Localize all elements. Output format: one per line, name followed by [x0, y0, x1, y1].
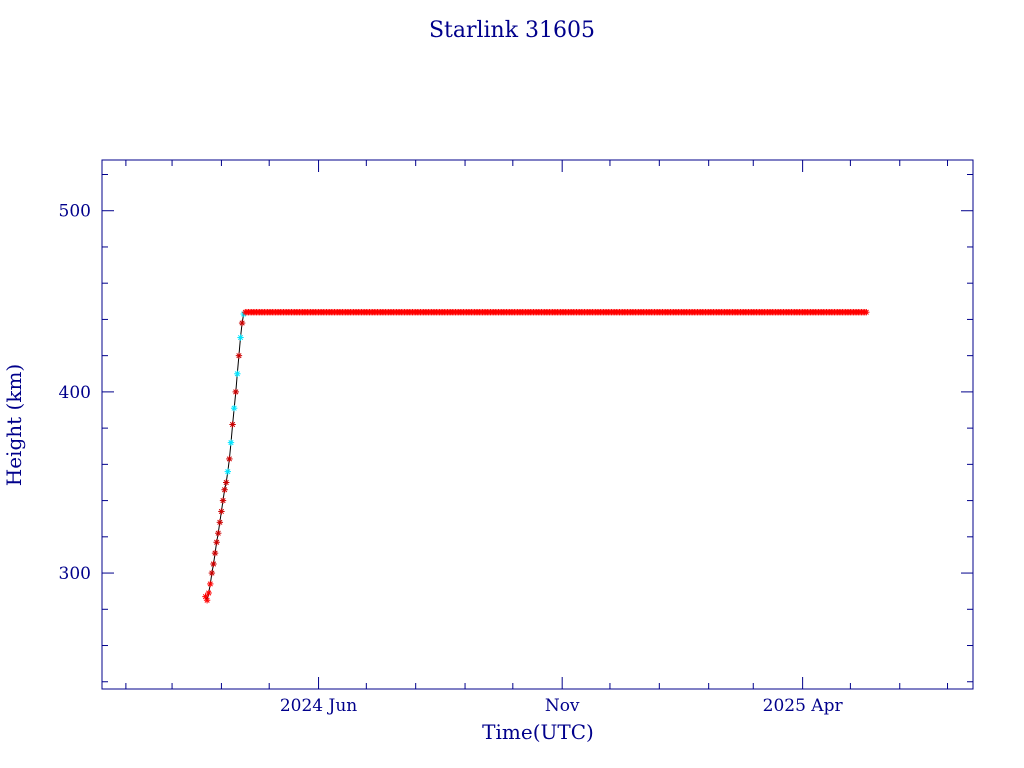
axis-ticks: [102, 160, 973, 689]
x-tick-label: 2024 Jun: [280, 696, 357, 716]
data-point: [226, 455, 233, 463]
x-axis-label: Time(UTC): [482, 720, 594, 744]
data-point: [218, 508, 225, 515]
data-point: [221, 486, 228, 493]
data-point-stroke: [210, 561, 217, 567]
data-point: [227, 439, 235, 446]
data-point-stroke: [237, 334, 244, 341]
data-point: [235, 352, 243, 359]
data-point-stroke: [214, 539, 220, 545]
data-point: [229, 421, 236, 428]
data-point: [208, 569, 216, 577]
y-tick-label: 500: [59, 202, 91, 222]
chart-title: Starlink 31605: [429, 18, 595, 43]
data-point-stroke: [233, 389, 239, 395]
data-point-stroke: [218, 508, 225, 515]
data-point-stroke: [222, 487, 228, 493]
data-point: [203, 597, 211, 604]
plot-frame: [101, 159, 974, 690]
data-point: [207, 580, 214, 588]
data-point: [213, 539, 220, 546]
data-point-stroke: [231, 405, 237, 411]
data-point-stroke: [225, 469, 231, 475]
data-point: [234, 370, 241, 377]
y-axis-label: Height (km): [2, 364, 26, 486]
data-point-stroke: [229, 421, 236, 428]
data-point: [230, 404, 238, 412]
data-point-stroke: [217, 519, 223, 525]
data-point: [215, 529, 222, 537]
data-point-stroke: [206, 590, 212, 596]
y-tick-label: 300: [59, 564, 91, 584]
y-tick-label: 400: [59, 383, 91, 403]
data-point: [232, 388, 239, 396]
data-point-stroke: [220, 497, 226, 504]
data-point: [224, 468, 231, 475]
data-point-stroke: [226, 456, 232, 462]
data-point: [210, 560, 217, 568]
data-point-stroke: [209, 570, 215, 576]
data-point: [216, 519, 224, 526]
data-point-stroke: [234, 371, 240, 377]
x-tick-label: Nov: [545, 696, 580, 716]
data-point: [863, 308, 870, 316]
data-point-stroke: [215, 530, 221, 536]
data-point: [223, 479, 230, 486]
data-point: [219, 497, 227, 504]
data-point: [211, 549, 219, 557]
data-point-stroke: [223, 479, 229, 486]
data-point: [237, 334, 244, 341]
axis-tick-labels: 300 400 500 2024 Jun Nov 2025 Apr: [59, 202, 844, 716]
data-point-stroke: [212, 550, 218, 556]
series-points: [202, 308, 870, 604]
data-point-stroke: [204, 597, 210, 603]
data-point: [205, 589, 212, 597]
data-point-stroke: [207, 581, 213, 587]
data-point: [238, 319, 246, 327]
data-point-stroke: [863, 309, 869, 315]
data-point-stroke: [236, 353, 242, 359]
data-point-stroke: [228, 440, 234, 446]
x-tick-label: 2025 Apr: [763, 696, 844, 716]
data-point-stroke: [239, 320, 245, 326]
